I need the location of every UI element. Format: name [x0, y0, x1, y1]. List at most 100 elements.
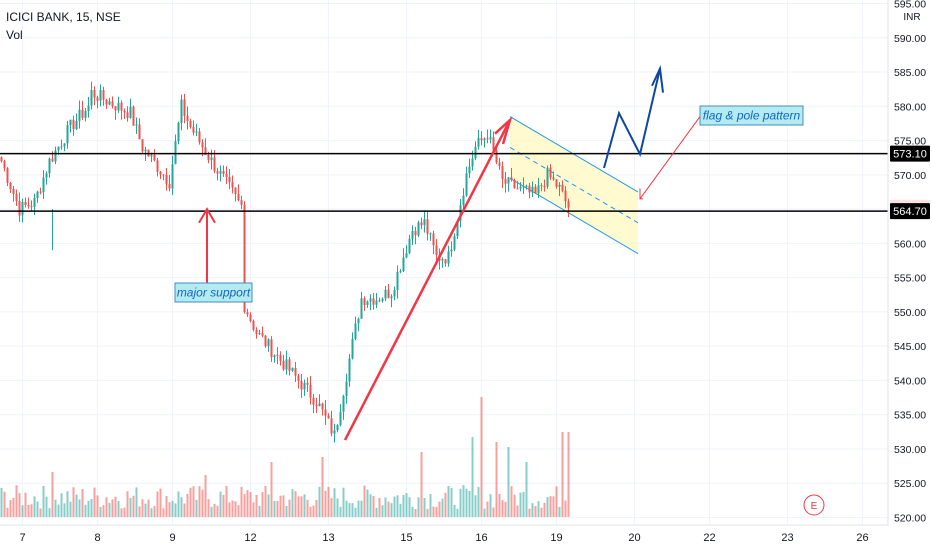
volume-bar [384, 497, 387, 517]
candle-body [207, 154, 210, 161]
price-tick-label: 525.00 [894, 478, 926, 490]
candle-body [240, 200, 243, 205]
volume-bar [120, 508, 123, 517]
volume-bar [87, 500, 90, 517]
volume-bar [225, 485, 228, 517]
event-marker[interactable]: E [803, 494, 825, 516]
volume-bar [378, 497, 381, 517]
price-tick-label: 550.00 [894, 307, 926, 319]
volume-bar [447, 485, 450, 517]
time-axis[interactable]: 7 8 9 12 13 15 16 19 20 22 23 26 [0, 524, 888, 544]
volume-bar [129, 498, 132, 517]
candle-body [144, 149, 147, 152]
volume-bar [537, 501, 540, 517]
volume-bar [372, 496, 375, 517]
event-circle [803, 494, 825, 516]
candle-body [315, 404, 318, 407]
volume-bar [414, 508, 417, 517]
candle-body [522, 186, 525, 188]
price-axis[interactable]: 595.00590.00585.00580.00575.00570.00565.… [887, 0, 932, 550]
candle-body [357, 318, 360, 324]
candle-body [339, 411, 342, 426]
candle-body [462, 195, 465, 206]
candle-body [507, 177, 510, 184]
candle-body [153, 154, 156, 161]
volume-bar [519, 492, 522, 517]
candle-body [309, 384, 312, 398]
candle-body [27, 205, 30, 207]
volume-bar [489, 494, 492, 517]
flag-lower-line[interactable] [509, 177, 639, 255]
volume-bar [150, 508, 153, 517]
price-axis-bg [888, 0, 932, 550]
volume-bar [399, 503, 402, 517]
breakout-projection[interactable] [603, 68, 661, 169]
volume-bar [135, 487, 138, 517]
candle-body [195, 131, 198, 133]
volume-bar [441, 498, 444, 517]
candle-body [120, 102, 123, 111]
flag-pole-label[interactable]: flag & pole pattern [699, 105, 804, 126]
volume-bar [540, 507, 543, 517]
volume-bar [240, 486, 243, 517]
candle-body [420, 222, 423, 226]
volume-bar [99, 506, 102, 517]
pole-line[interactable] [343, 119, 512, 441]
volume-bar [30, 504, 33, 517]
volume-bar [471, 437, 474, 517]
volume-bar [147, 499, 150, 517]
time-tick-label: 16 [475, 532, 487, 544]
candle-body [558, 184, 561, 187]
candle-body [330, 418, 333, 434]
currency-label: INR [903, 12, 920, 23]
volume-bar [390, 503, 393, 517]
candle-body [81, 109, 84, 118]
volume-bar [501, 500, 504, 517]
candle-body [549, 167, 552, 178]
volume-bar [24, 492, 27, 517]
candle-body [69, 119, 72, 126]
volume-bar [417, 497, 420, 517]
volume-bar [255, 494, 258, 517]
flag-mid-line[interactable] [509, 146, 639, 224]
candle-body [546, 167, 549, 187]
price-label: 573.10 [890, 145, 930, 162]
volume-bar [132, 495, 135, 517]
candle-body [249, 314, 252, 321]
volume-bar [237, 505, 240, 517]
major-support-label[interactable]: major support [174, 282, 253, 303]
candle-body [33, 198, 36, 207]
volume-bar [468, 490, 471, 517]
candle-body [306, 382, 309, 385]
candle-body [543, 186, 546, 188]
candle-body [156, 160, 159, 172]
price-tick-label: 570.00 [894, 170, 926, 182]
volume-bar [186, 493, 189, 517]
volume-bar [102, 505, 105, 517]
candle-body [525, 185, 528, 187]
volume-bar [333, 488, 336, 517]
pole-arrowhead [494, 116, 513, 145]
price-tick-label: 585.00 [894, 67, 926, 79]
candle-body [552, 177, 555, 180]
volume-bar [204, 475, 207, 517]
candle-body [24, 202, 27, 206]
volume-bar [354, 507, 357, 517]
volume-bar [327, 486, 330, 517]
volume-bar [351, 503, 354, 517]
candle-body [171, 164, 174, 189]
volume-bar [12, 497, 15, 517]
volume-bar [222, 494, 225, 517]
candle-body [36, 191, 39, 199]
price-label: 564.70 [890, 203, 930, 220]
volume-bar [513, 494, 516, 517]
volume-bar [60, 493, 63, 517]
price-label-bg [890, 203, 930, 220]
candle-body [201, 142, 204, 148]
volume-bar [438, 501, 441, 517]
volume-bar [426, 508, 429, 517]
volume-bar [552, 496, 555, 517]
volume-bar [177, 491, 180, 517]
